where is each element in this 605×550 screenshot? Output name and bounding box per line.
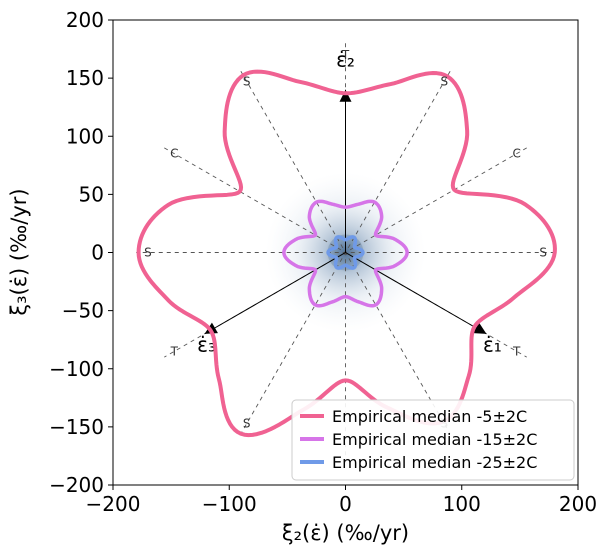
reference-label-1: T <box>170 344 179 358</box>
x-tick-label-2: 0 <box>339 492 352 516</box>
x-tick-label-0: −200 <box>86 492 141 516</box>
vector-line-1 <box>204 252 346 335</box>
reference-label-2: T <box>512 344 521 358</box>
x-tick-label-1: −100 <box>202 492 257 516</box>
y-tick-label-4: 0 <box>91 241 104 265</box>
y-tick-label-3: −50 <box>62 299 104 323</box>
legend-entry-0: Empirical median -5±2C <box>332 407 527 426</box>
reference-label-3: S <box>539 246 547 260</box>
y-tick-label-6: 100 <box>66 124 104 148</box>
reference-label-0: T <box>341 48 350 62</box>
y-tick-label-1: −150 <box>49 415 104 439</box>
legend-entry-2: Empirical median -25±2C <box>332 453 537 472</box>
x-tick-label-3: 100 <box>443 492 481 516</box>
x-tick-label-4: 200 <box>559 492 597 516</box>
y-tick-label-2: −100 <box>49 357 104 381</box>
reference-label-10: C <box>170 147 178 161</box>
legend: Empirical median -5±2C Empirical median -… <box>291 399 575 481</box>
vector-label-1: ε̇₃ <box>197 333 216 357</box>
series-curve-2 <box>326 235 365 270</box>
reference-label-6: S <box>144 246 152 260</box>
reference-label-9: C <box>512 147 520 161</box>
reference-label-7: S <box>243 417 251 431</box>
y-tick-label-7: 150 <box>66 66 104 90</box>
y-axis-title: ξ₃(ε̇) (‰/yr) <box>7 188 31 315</box>
vector-line-2 <box>345 252 487 335</box>
reference-label-4: S <box>441 74 449 88</box>
y-tick-label-5: 50 <box>79 182 104 206</box>
vector-arrowhead-0 <box>339 89 352 102</box>
legend-box <box>291 399 575 481</box>
y-tick-label-0: −200 <box>49 473 104 497</box>
axes: −200 −100 0 100 200 −200 −150 −100 −50 0 50 100 150 2… <box>49 8 597 516</box>
reference-direction-labels: TTTSSSSSSCC <box>144 48 547 431</box>
vector-arrowhead-2 <box>473 322 487 334</box>
x-axis-title: ξ₂(ε̇) (‰/yr) <box>282 521 409 545</box>
vector-label-0: ε̇₂ <box>336 47 355 71</box>
legend-entry-1: Empirical median -15±2C <box>332 430 537 449</box>
y-tick-label-8: 200 <box>66 8 104 32</box>
reference-label-5: S <box>243 74 251 88</box>
vector-label-2: ε̇₁ <box>483 333 502 357</box>
series-curve-1 <box>282 199 409 308</box>
